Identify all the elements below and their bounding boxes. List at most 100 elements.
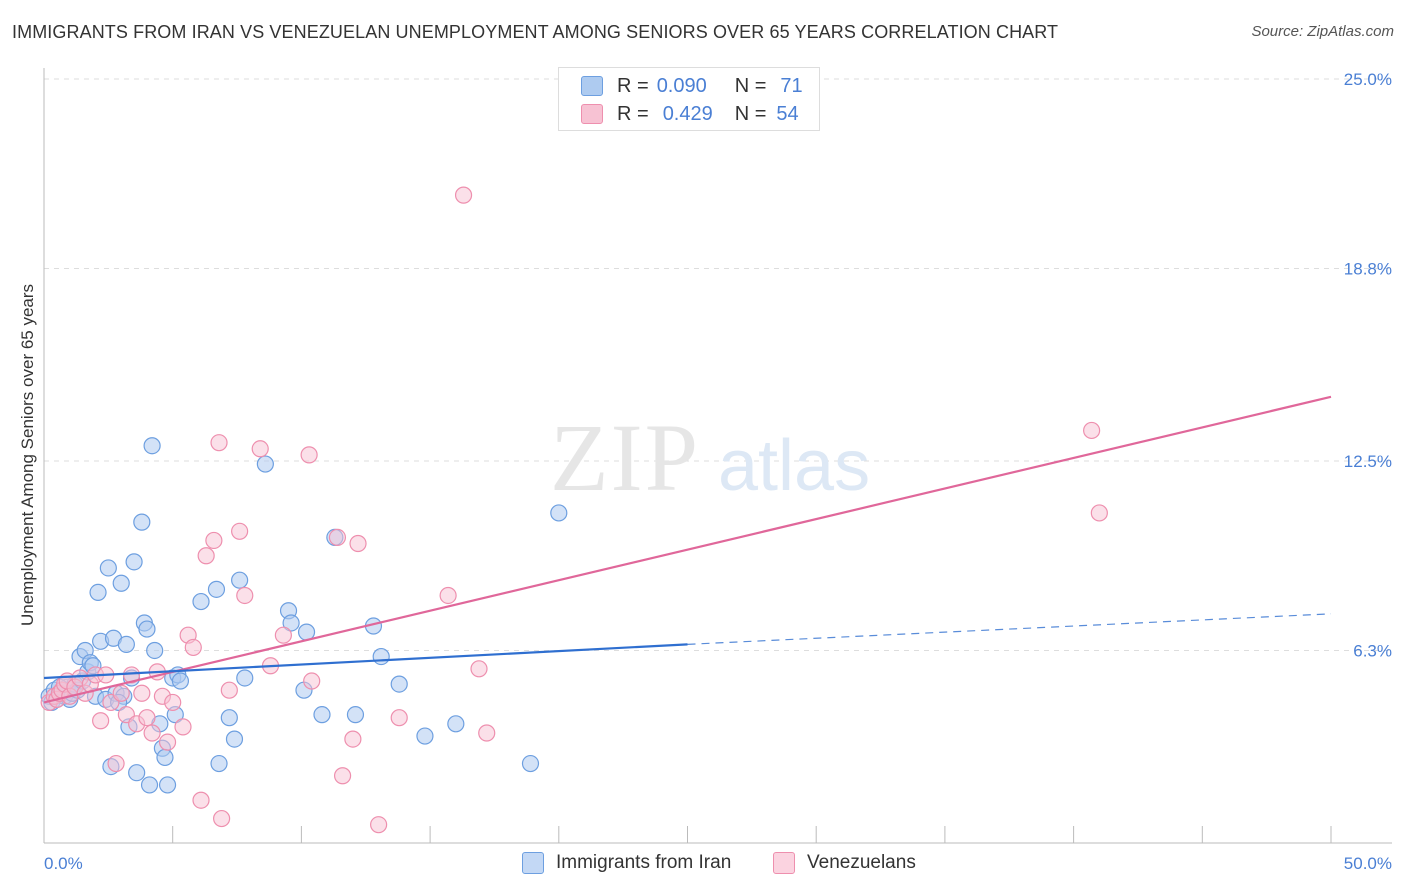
venezuelans-swatch xyxy=(581,104,603,124)
venezuelan-point xyxy=(210,434,228,452)
y-tick-labels: 6.3% 12.5% 18.8% 25.0% xyxy=(1344,70,1392,660)
iran-point xyxy=(372,647,390,666)
iran-point xyxy=(447,715,465,733)
x-ticks xyxy=(43,826,1332,843)
legend-label-iran: Immigrants from Iran xyxy=(556,852,732,873)
venezuelan-point xyxy=(133,684,151,702)
x-tick-label-max: 50.0% xyxy=(1344,854,1392,873)
iran-point xyxy=(117,635,135,653)
venezuelan-points xyxy=(40,186,1108,834)
iran-point xyxy=(236,669,254,687)
venezuelan-point xyxy=(1083,421,1101,440)
venezuelans-legend-swatch xyxy=(773,852,795,874)
watermark-atlas: atlas xyxy=(718,426,870,506)
venezuelan-point xyxy=(192,791,210,809)
r-label: R = xyxy=(617,74,649,97)
n-label: N = xyxy=(734,74,767,97)
venezuelan-point xyxy=(112,684,130,702)
iran-point xyxy=(220,709,238,727)
venezuelan-point xyxy=(349,534,367,553)
venezuelan-point xyxy=(478,724,496,742)
n-value: 71 xyxy=(780,74,803,97)
iran-point xyxy=(146,641,164,660)
venezuelan-point xyxy=(390,709,408,727)
venezuelan-point xyxy=(174,718,192,736)
venezuelan-point xyxy=(333,767,352,785)
iran-point xyxy=(550,504,568,522)
n-label: N = xyxy=(734,102,767,125)
y-axis-label: Unemployment Among Seniors over 65 years xyxy=(18,283,37,627)
venezuelan-point xyxy=(470,660,488,678)
venezuelan-point xyxy=(143,724,161,742)
venezuelan-point xyxy=(213,809,231,828)
iran-point xyxy=(143,437,161,455)
iran-point xyxy=(128,764,146,782)
y-tick-label: 18.8% xyxy=(1344,259,1392,278)
iran-point xyxy=(158,776,177,794)
y-tick-label: 25.0% xyxy=(1344,70,1392,89)
iran-point xyxy=(210,754,228,773)
stats-legend-row-venezuelans: R = 0.429 N = 54 xyxy=(581,102,799,126)
iran-point xyxy=(138,620,156,638)
iran-point xyxy=(99,559,117,577)
iran-point xyxy=(112,574,130,592)
iran-trend-extension xyxy=(687,613,1332,645)
venezuelans-trend-line xyxy=(43,395,1332,704)
venezuelan-point xyxy=(107,754,125,773)
venezuelan-point xyxy=(158,733,177,751)
iran-point xyxy=(346,706,365,724)
iran-point xyxy=(225,730,244,748)
gridlines xyxy=(44,78,1392,651)
venezuelan-point xyxy=(328,528,347,547)
watermark: ZIP atlas xyxy=(550,404,870,511)
venezuelan-point xyxy=(205,531,223,550)
iran-point xyxy=(521,754,540,773)
x-tick-label-min: 0.0% xyxy=(44,854,83,873)
r-value: 0.429 xyxy=(662,102,713,125)
venezuelan-point xyxy=(231,522,249,540)
venezuelan-point xyxy=(300,446,318,464)
iran-point xyxy=(171,672,190,690)
venezuelan-point xyxy=(236,586,254,605)
y-tick-label: 12.5% xyxy=(1344,452,1392,471)
iran-point xyxy=(256,455,274,473)
y-tick-label: 6.3% xyxy=(1353,641,1392,660)
venezuelan-point xyxy=(197,547,215,565)
trend-lines xyxy=(43,395,1332,704)
stats-legend: R = 0.090 N = 71 R = 0.429 N = 54 xyxy=(558,67,820,131)
iran-point xyxy=(282,614,300,632)
legend-label-venezuelans: Venezuelans xyxy=(807,852,916,873)
venezuelan-point xyxy=(454,186,473,204)
n-value: 54 xyxy=(776,102,799,125)
axes xyxy=(43,68,1392,844)
r-value: 0.090 xyxy=(656,74,707,97)
iran-trend-line xyxy=(43,643,688,680)
stats-legend-row-iran: R = 0.090 N = 71 xyxy=(581,74,803,98)
iran-point xyxy=(390,675,408,693)
iran-point xyxy=(416,727,434,745)
venezuelan-point xyxy=(220,681,238,699)
iran-point xyxy=(192,592,210,611)
venezuelan-point xyxy=(1090,504,1108,522)
iran-point xyxy=(231,571,249,589)
legend-item-iran[interactable]: Immigrants from Iran xyxy=(522,852,731,874)
venezuelan-point xyxy=(138,709,156,727)
series-legend: Immigrants from Iran Venezuelans xyxy=(0,852,1406,876)
venezuelan-point xyxy=(439,586,457,605)
chart-title: IMMIGRANTS FROM IRAN VS VENEZUELAN UNEMP… xyxy=(12,22,1059,42)
x-tick-labels: 0.0% 50.0% xyxy=(44,854,1392,873)
iran-point xyxy=(125,553,143,571)
watermark-zip: ZIP xyxy=(550,404,700,511)
venezuelan-point xyxy=(344,730,362,748)
iran-point xyxy=(313,706,331,724)
legend-item-venezuelans[interactable]: Venezuelans xyxy=(773,852,916,874)
venezuelan-point xyxy=(370,816,388,834)
venezuelan-point xyxy=(251,440,269,458)
venezuelan-point xyxy=(184,638,202,657)
iran-point xyxy=(140,776,159,794)
iran-point xyxy=(133,513,151,531)
venezuelan-point xyxy=(274,626,292,644)
venezuelan-point xyxy=(92,712,110,730)
iran-legend-swatch xyxy=(522,852,544,874)
iran-swatch xyxy=(581,76,603,96)
